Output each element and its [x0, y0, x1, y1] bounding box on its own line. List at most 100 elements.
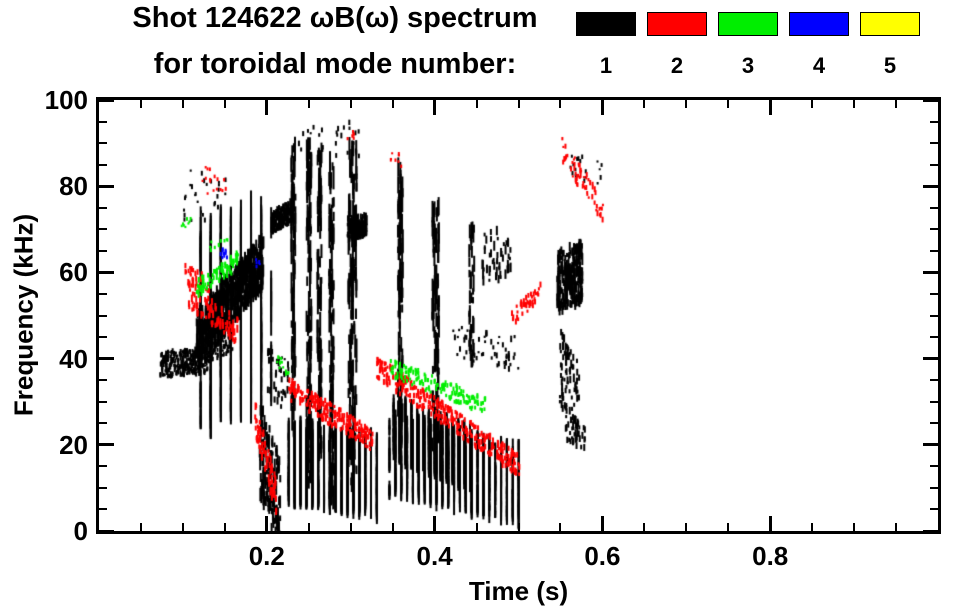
legend-swatch-n1 — [576, 12, 636, 36]
minor-tick-top — [643, 100, 646, 108]
major-tick-left — [99, 443, 114, 447]
minor-tick-right — [930, 163, 938, 166]
major-tick-top — [600, 100, 604, 115]
minor-tick-top — [475, 100, 478, 108]
legend: 1 2 3 4 5 — [576, 12, 920, 79]
minor-tick-bottom — [223, 523, 226, 531]
minor-tick-top — [853, 100, 856, 108]
major-tick-right — [923, 357, 938, 361]
major-tick-top — [433, 100, 437, 115]
major-tick-bottom — [433, 516, 437, 531]
minor-tick-left — [99, 422, 107, 425]
legend-labels: 1 2 3 4 5 — [576, 53, 920, 79]
y-axis-title: Frequency (kHz) — [8, 213, 39, 417]
legend-label-n5: 5 — [883, 53, 897, 78]
minor-tick-right — [930, 228, 938, 231]
major-tick-right — [923, 529, 938, 533]
major-tick-left — [99, 529, 114, 533]
legend-label-n2: 2 — [670, 53, 684, 78]
x-axis-title: Time (s) — [468, 576, 569, 606]
major-tick-left — [99, 98, 114, 102]
minor-tick-bottom — [895, 523, 898, 531]
minor-tick-bottom — [559, 523, 562, 531]
minor-tick-left — [99, 292, 107, 295]
minor-tick-top — [811, 100, 814, 108]
plot-frame — [96, 97, 941, 534]
chart-title: Shot 124622 ωB(ω) spectrum — [132, 2, 538, 34]
minor-tick-left — [99, 486, 107, 489]
y-tick-label: 40 — [59, 343, 88, 374]
minor-tick-left — [99, 142, 107, 145]
x-tick-label: 0.6 — [584, 541, 621, 571]
minor-tick-top — [685, 100, 688, 108]
minor-tick-left — [99, 400, 107, 403]
minor-tick-bottom — [391, 523, 394, 531]
minor-tick-left — [99, 465, 107, 468]
minor-tick-right — [930, 206, 938, 209]
minor-tick-left — [99, 163, 107, 166]
minor-tick-top — [349, 100, 352, 108]
minor-tick-top — [559, 100, 562, 108]
legend-swatch-n2 — [647, 12, 707, 36]
minor-tick-top — [895, 100, 898, 108]
major-tick-right — [923, 443, 938, 447]
minor-tick-bottom — [475, 523, 478, 531]
minor-tick-bottom — [643, 523, 646, 531]
y-tick-label: 100 — [44, 85, 88, 115]
chart-subtitle: for toroidal mode number: — [153, 48, 517, 80]
y-tick-label: 20 — [59, 429, 88, 460]
minor-tick-top — [517, 100, 520, 108]
minor-tick-right — [930, 379, 938, 382]
minor-tick-bottom — [811, 523, 814, 531]
minor-tick-left — [99, 379, 107, 382]
minor-tick-bottom — [853, 523, 856, 531]
major-tick-bottom — [768, 516, 772, 531]
minor-tick-left — [99, 249, 107, 252]
minor-tick-right — [930, 249, 938, 252]
x-tick-label: 0.2 — [248, 541, 285, 571]
minor-tick-left — [99, 206, 107, 209]
minor-tick-right — [930, 486, 938, 489]
minor-tick-bottom — [181, 523, 184, 531]
minor-tick-bottom — [139, 523, 142, 531]
major-tick-bottom — [265, 516, 269, 531]
minor-tick-bottom — [349, 523, 352, 531]
minor-tick-top — [223, 100, 226, 108]
minor-tick-left — [99, 508, 107, 511]
minor-tick-bottom — [307, 523, 310, 531]
major-tick-right — [923, 270, 938, 274]
minor-tick-top — [391, 100, 394, 108]
minor-tick-top — [139, 100, 142, 108]
legend-swatches — [576, 12, 920, 36]
spectrum-canvas — [99, 100, 938, 531]
minor-tick-bottom — [517, 523, 520, 531]
y-tick-label: 60 — [59, 257, 88, 288]
legend-label-n1: 1 — [599, 53, 613, 78]
x-tick-label: 0.4 — [416, 541, 453, 571]
y-tick-label: 80 — [59, 171, 88, 202]
minor-tick-bottom — [727, 523, 730, 531]
major-tick-right — [923, 98, 938, 102]
minor-tick-left — [99, 120, 107, 123]
x-tick-label: 0.8 — [752, 541, 789, 571]
minor-tick-right — [930, 508, 938, 511]
minor-tick-left — [99, 336, 107, 339]
minor-tick-top — [727, 100, 730, 108]
major-tick-bottom — [600, 516, 604, 531]
legend-swatch-n5 — [860, 12, 920, 36]
minor-tick-right — [930, 314, 938, 317]
legend-swatch-n4 — [789, 12, 849, 36]
legend-swatch-n3 — [718, 12, 778, 36]
major-tick-top — [768, 100, 772, 115]
minor-tick-left — [99, 228, 107, 231]
minor-tick-right — [930, 422, 938, 425]
minor-tick-bottom — [685, 523, 688, 531]
minor-tick-right — [930, 292, 938, 295]
minor-tick-left — [99, 314, 107, 317]
major-tick-left — [99, 184, 114, 188]
legend-label-n4: 4 — [812, 53, 826, 78]
major-tick-left — [99, 357, 114, 361]
y-tick-label: 0 — [73, 516, 88, 546]
minor-tick-top — [181, 100, 184, 108]
